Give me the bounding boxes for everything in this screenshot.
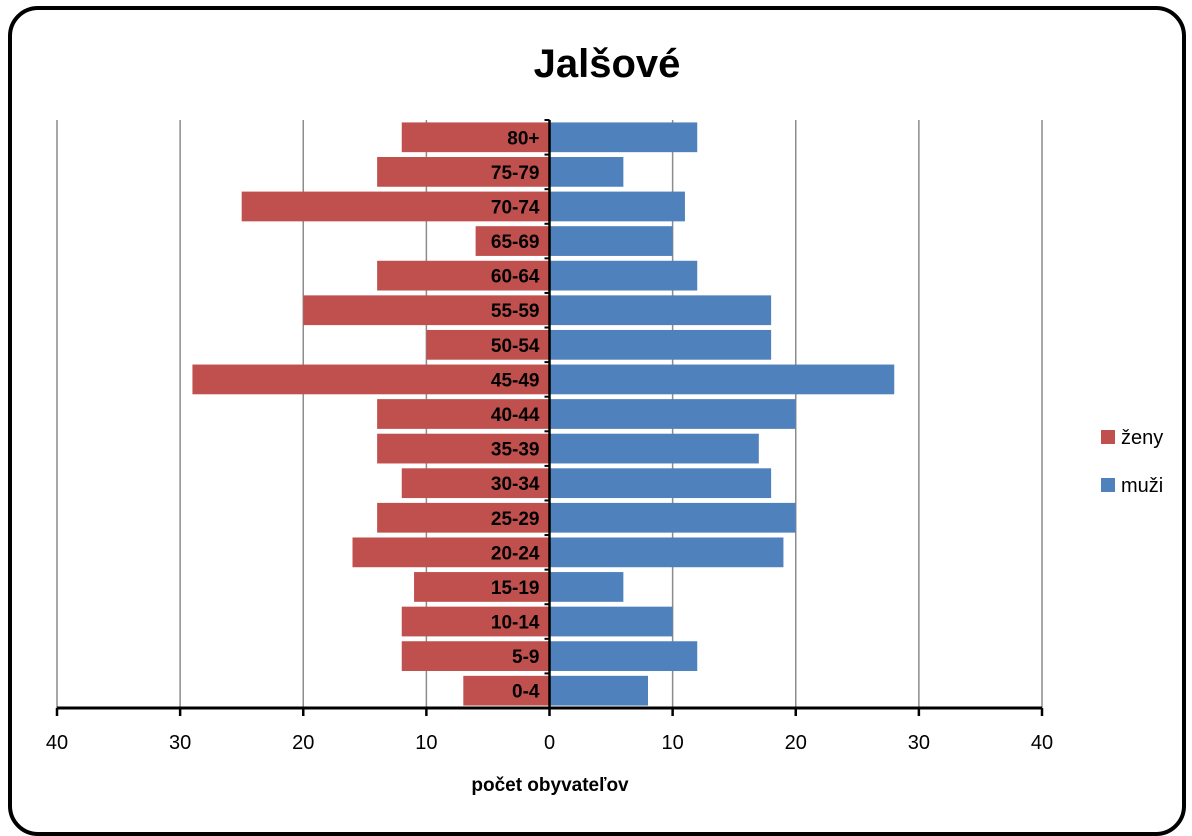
x-tick-label: 40 xyxy=(46,732,68,754)
legend-label: muži xyxy=(1121,475,1163,497)
bar-muzi xyxy=(549,537,784,568)
bar-zeny xyxy=(192,364,550,395)
category-label: 60-64 xyxy=(491,267,540,288)
x-tick-label: 30 xyxy=(908,732,930,754)
bar-muzi xyxy=(549,122,698,153)
category-label: 35-39 xyxy=(491,440,540,461)
x-axis-label: počet obyvateľov xyxy=(471,775,629,796)
x-tick-label: 30 xyxy=(169,732,191,754)
category-label: 15-19 xyxy=(491,578,540,599)
bar-muzi xyxy=(549,641,698,671)
bar-zeny xyxy=(401,641,550,671)
bar-muzi xyxy=(549,329,772,360)
x-tick-label: 10 xyxy=(662,732,684,754)
x-tick-label: 40 xyxy=(1031,732,1053,754)
bar-muzi xyxy=(549,226,673,256)
bar-zeny xyxy=(352,537,550,568)
category-label: 5-9 xyxy=(512,647,539,668)
legend-label: ženy xyxy=(1121,427,1163,449)
legend: ženy muži xyxy=(1101,427,1163,497)
bar-zeny xyxy=(401,468,550,499)
bar-muzi xyxy=(549,191,685,222)
category-label: 45-49 xyxy=(491,370,540,391)
axes: 0-4 5-9 10-14 15-19 20-24 25-29 30-34 35-39 40-4… xyxy=(46,119,1053,754)
bar-muzi xyxy=(549,364,895,395)
bar-zeny xyxy=(377,260,550,291)
bar-zeny xyxy=(377,433,550,464)
bar-muzi xyxy=(549,399,796,429)
bar-zeny xyxy=(377,157,550,187)
x-tick-label: 10 xyxy=(415,732,437,754)
category-label: 10-14 xyxy=(491,613,540,634)
bar-zeny xyxy=(377,502,550,533)
bar-zeny xyxy=(377,399,550,429)
bar-zeny xyxy=(426,329,550,360)
chart-title: Jalšové xyxy=(534,42,681,86)
category-label: 75-79 xyxy=(491,163,540,184)
x-tick-label: 20 xyxy=(785,732,807,754)
bar-zeny xyxy=(241,191,550,222)
bar-zeny xyxy=(401,606,550,637)
legend-swatch xyxy=(1101,478,1115,492)
category-label: 55-59 xyxy=(491,301,540,322)
x-tick-label: 20 xyxy=(292,732,314,754)
bar-zeny xyxy=(401,122,550,153)
category-label: 50-54 xyxy=(491,336,540,357)
category-label: 30-34 xyxy=(491,474,540,495)
bar-muzi xyxy=(549,502,796,533)
bar-zeny xyxy=(303,295,550,326)
bar-muzi xyxy=(549,606,673,637)
bar-muzi xyxy=(549,572,624,602)
bar-zeny xyxy=(475,226,550,256)
category-label: 0-4 xyxy=(512,682,540,703)
bar-zeny xyxy=(414,572,550,602)
category-label: 20-24 xyxy=(491,543,540,564)
bar-muzi xyxy=(549,468,772,499)
bar-muzi xyxy=(549,157,624,187)
x-tick-label: 0 xyxy=(544,732,555,754)
category-label: 80+ xyxy=(507,128,539,149)
bar-muzi xyxy=(549,260,698,291)
bars xyxy=(192,122,895,706)
category-label: 70-74 xyxy=(491,197,540,218)
bar-muzi xyxy=(549,295,772,326)
category-label: 65-69 xyxy=(491,232,540,253)
bar-zeny xyxy=(463,675,550,706)
bar-muzi xyxy=(549,433,759,464)
category-label: 40-44 xyxy=(491,405,540,426)
bar-muzi xyxy=(549,675,648,706)
category-label: 25-29 xyxy=(491,509,540,530)
legend-swatch xyxy=(1101,430,1115,444)
